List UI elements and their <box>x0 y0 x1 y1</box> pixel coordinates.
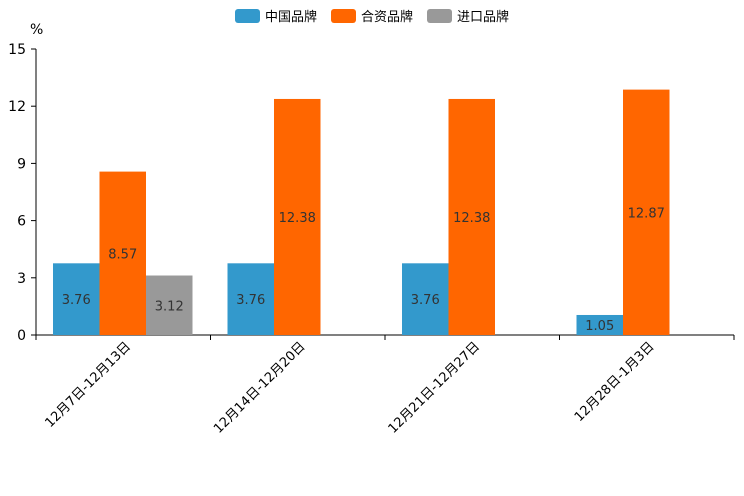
bar <box>623 89 670 335</box>
legend-item-china-brand[interactable]: 中国品牌 <box>234 6 317 25</box>
legend-item-imported-brand[interactable]: 进口品牌 <box>427 6 509 25</box>
bar-value-label: 3.76 <box>236 293 265 308</box>
bar <box>576 314 623 335</box>
y-tick-label: 9 <box>17 156 26 172</box>
bar <box>53 263 100 335</box>
bar <box>448 98 495 335</box>
y-axis-unit: % <box>30 22 43 38</box>
legend: 中国品牌 合资品牌 进口品牌 <box>0 6 744 25</box>
bar <box>402 263 449 335</box>
bar <box>99 171 146 335</box>
x-category-label: 12月7日-12月13日 <box>42 339 134 431</box>
y-tick-label: 6 <box>17 214 26 230</box>
legend-swatch-china-brand <box>234 8 260 23</box>
x-category-label: 12月21日-12月27日 <box>386 339 483 436</box>
y-tick-label: 0 <box>17 328 26 344</box>
bar-value-label: 12.38 <box>279 211 316 226</box>
data-labels: 3.76 8.57 3.12 3.76 12.38 3.76 12.38 1.05 12.87 <box>62 206 665 334</box>
bar-value-label: 3.76 <box>62 293 91 308</box>
legend-label-imported-brand: 进口品牌 <box>457 10 510 25</box>
legend-item-joint-venture-brand[interactable]: 合资品牌 <box>330 6 413 25</box>
bar-value-label: 12.87 <box>628 206 665 221</box>
bar-value-label: 3.12 <box>155 299 184 314</box>
bar-value-label: 1.05 <box>585 319 614 334</box>
legend-swatch-imported-brand <box>427 8 452 23</box>
bar <box>274 98 321 335</box>
y-tick-label: 12 <box>8 99 26 115</box>
legend-label-china-brand: 中国品牌 <box>264 10 317 25</box>
bars <box>53 89 670 335</box>
y-tick-label: 15 <box>8 42 26 58</box>
bar-value-label: 12.38 <box>453 211 490 226</box>
bar <box>227 263 274 335</box>
y-tick-label: 3 <box>17 271 26 287</box>
x-category-label: 12月14日-12月20日 <box>211 339 308 436</box>
bar-value-label: 8.57 <box>108 247 137 262</box>
bar <box>146 275 193 335</box>
bar-value-label: 3.76 <box>411 293 440 308</box>
legend-label-joint-venture-brand: 合资品牌 <box>360 10 413 25</box>
legend-swatch-joint-venture-brand <box>330 8 356 23</box>
x-category-label: 12月28日-1月3日 <box>572 339 658 425</box>
